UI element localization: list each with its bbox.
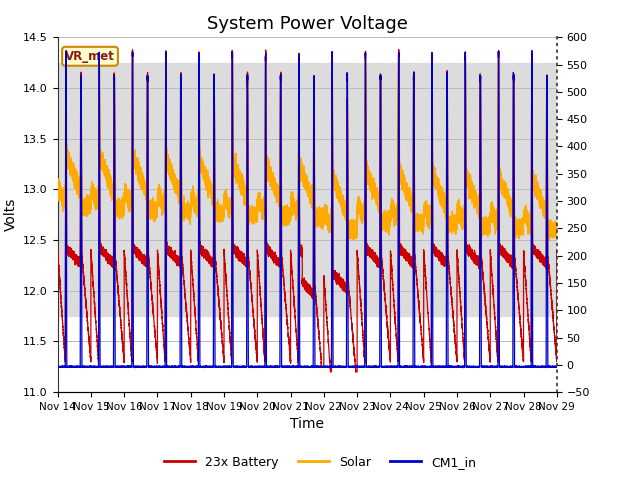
Bar: [58, 63, 557, 316]
Text: VR_met: VR_met: [65, 50, 115, 63]
Y-axis label: Volts: Volts: [4, 198, 17, 231]
X-axis label: Time: Time: [290, 418, 324, 432]
Title: System Power Voltage: System Power Voltage: [207, 15, 408, 33]
Legend: 23x Battery, Solar, CM1_in: 23x Battery, Solar, CM1_in: [159, 451, 481, 474]
